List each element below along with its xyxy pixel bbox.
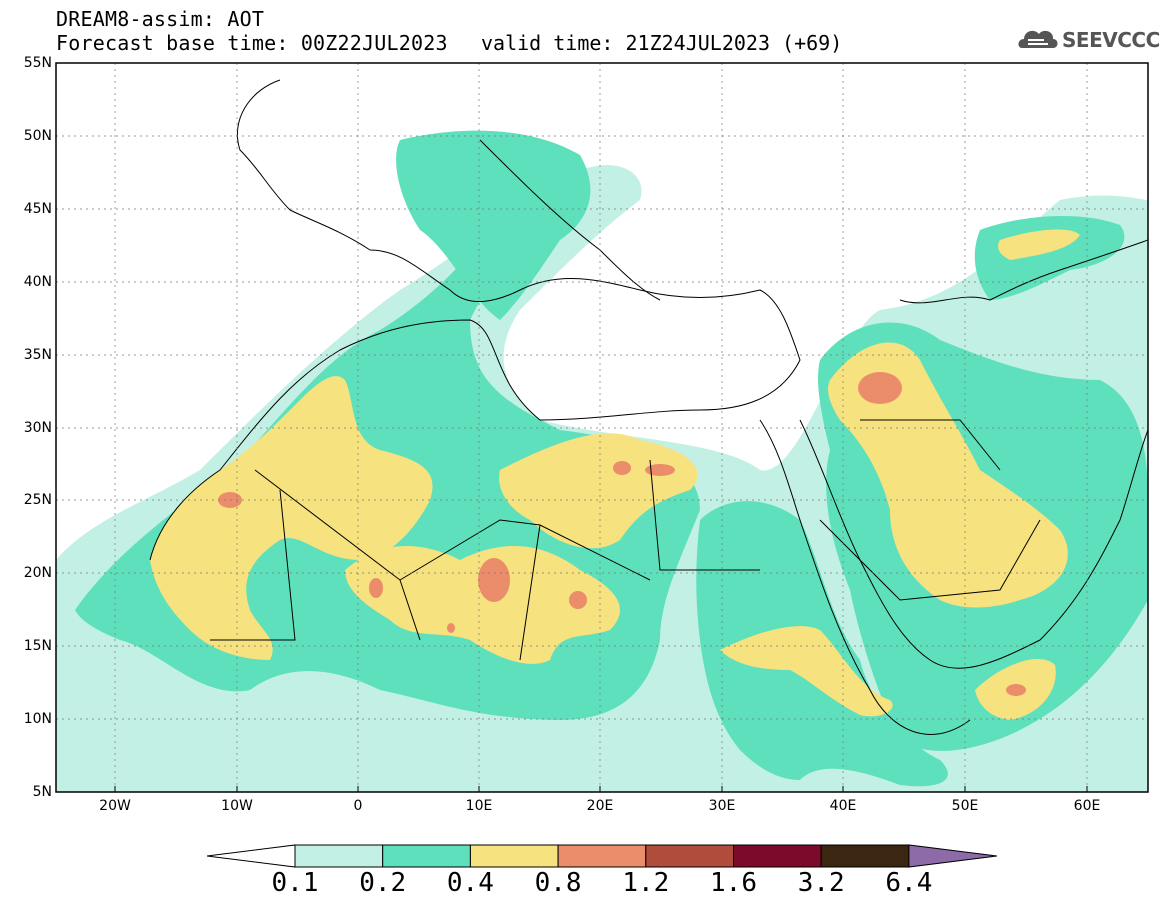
valid-time: valid time: 21Z24JUL2023 (+69) <box>481 31 843 55</box>
colorbar-label: 0.1 <box>271 868 319 898</box>
x-tick-label: 30E <box>708 798 736 814</box>
x-tick-label: 40E <box>829 798 857 814</box>
x-tick-label: 0 <box>353 798 363 814</box>
colorbar-label: 3.2 <box>797 868 845 898</box>
colorbar-label: 0.8 <box>534 868 582 898</box>
title-line-1: DREAM8-assim: AOT <box>56 7 265 31</box>
x-tick-label: 20W <box>99 798 131 814</box>
y-tick-label: 30N <box>23 420 52 436</box>
x-tick-label: 10E <box>465 798 493 814</box>
map-frame <box>55 62 1149 793</box>
logo-text: SEEVCCC <box>1062 28 1160 52</box>
title-line-2: Forecast base time: 00Z22JUL2023 <box>56 31 448 55</box>
aot-level-0.4 <box>150 229 1080 720</box>
y-tick-label: 5N <box>32 784 52 800</box>
y-tick-label: 10N <box>23 711 52 727</box>
cloud-icon <box>1018 30 1058 48</box>
y-tick-label: 55N <box>23 55 52 71</box>
colorbar-label: 1.2 <box>622 868 670 898</box>
colorbar-label: 1.6 <box>710 868 757 898</box>
y-tick-label: 40N <box>23 274 52 290</box>
y-tick-label: 50N <box>23 128 52 144</box>
y-tick-label: 45N <box>23 201 52 217</box>
tick-marks <box>114 786 1088 792</box>
y-tick-label: 15N <box>23 638 52 654</box>
gridlines <box>56 63 1148 792</box>
colorbar-label: 0.4 <box>446 868 494 898</box>
x-tick-label: 60E <box>1073 798 1101 814</box>
x-tick-label: 10W <box>221 798 253 814</box>
coastlines <box>149 79 1148 735</box>
colorbar-label: 0.2 <box>359 868 407 898</box>
aot-contours <box>56 130 1148 792</box>
aot-level-0.8 <box>218 372 1026 696</box>
y-tick-label: 25N <box>23 492 52 508</box>
y-tick-label: 20N <box>23 565 52 581</box>
x-tick-label: 20E <box>586 798 614 814</box>
y-tick-label: 35N <box>23 347 52 363</box>
x-tick-label: 50E <box>951 798 979 814</box>
colorbar-label: 6.4 <box>885 868 933 898</box>
